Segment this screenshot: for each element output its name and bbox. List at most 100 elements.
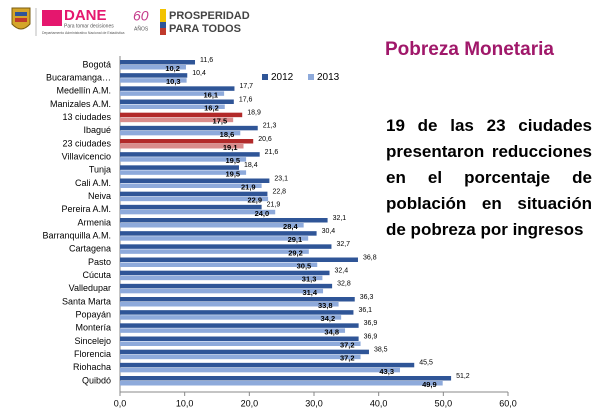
bar: [120, 249, 309, 254]
bar: [120, 209, 276, 215]
bar: [120, 223, 304, 228]
bar: [120, 310, 354, 315]
value-label: 19,1: [223, 143, 238, 152]
y-tick-label: Neiva: [88, 191, 111, 201]
value-label: 19,5: [225, 156, 240, 165]
bar: [120, 60, 196, 65]
bar: [120, 86, 235, 91]
value-label: 51,2: [456, 373, 470, 380]
legend-swatch: [308, 74, 314, 80]
value-label: 36,1: [358, 307, 372, 314]
value-label: 16,2: [204, 103, 219, 112]
bar: [120, 218, 328, 223]
value-label: 29,1: [288, 235, 303, 244]
value-label: 24,0: [255, 209, 270, 218]
value-label: 18,6: [220, 130, 235, 139]
bar: [120, 117, 234, 123]
slogan-line: PROSPERIDAD: [169, 10, 250, 22]
value-label: 21,3: [263, 123, 277, 130]
y-tick-label: 13 ciudades: [62, 112, 111, 122]
value-label: 16,1: [204, 90, 219, 99]
y-tick-label: Bucaramanga…: [46, 73, 111, 83]
bar: [120, 157, 247, 162]
logo-subtitle: Departamento Administrativo Nacional de …: [42, 31, 125, 35]
value-label: 36,9: [364, 333, 378, 340]
value-label: 28,4: [283, 222, 298, 231]
bar: [120, 257, 358, 262]
value-label: 34,2: [321, 314, 336, 323]
value-label: 37,2: [340, 354, 355, 363]
x-tick-label: 20,0: [241, 398, 259, 408]
y-tick-label: Montería: [75, 323, 111, 333]
value-label: 30,5: [297, 261, 312, 270]
bar: [120, 104, 225, 109]
bar: [120, 376, 452, 381]
anniversary: 60: [133, 8, 149, 24]
y-tick-label: Florencia: [74, 349, 111, 359]
bar: [120, 144, 244, 149]
bar: [120, 183, 262, 188]
value-label: 17,6: [239, 96, 253, 103]
bar: [120, 270, 330, 276]
y-tick-label: Bogotá: [82, 59, 111, 69]
value-label: 36,8: [363, 254, 377, 261]
legend-swatch: [262, 74, 268, 80]
bar: [120, 191, 268, 197]
bar: [120, 336, 359, 341]
bar: [120, 362, 415, 368]
bar: [120, 315, 342, 320]
value-label: 36,9: [364, 320, 378, 327]
bar: [120, 152, 260, 157]
y-tick-label: Cúcuta: [82, 270, 111, 280]
bar: [120, 262, 318, 267]
y-tick-label: Valledupar: [69, 283, 111, 293]
value-label: 17,5: [213, 117, 228, 126]
value-label: 32,8: [337, 281, 351, 288]
x-tick-label: 60,0: [499, 398, 517, 408]
value-label: 10,4: [192, 70, 206, 77]
value-label: 21,9: [241, 182, 256, 191]
bar: [120, 204, 262, 210]
bar: [120, 275, 323, 281]
slide-title: Pobreza Monetaria: [385, 39, 554, 60]
bar: [120, 283, 333, 289]
bar: [120, 170, 247, 175]
bar: [120, 91, 225, 96]
bar: [120, 78, 187, 83]
y-tick-label: Barranquilla A.M.: [42, 231, 111, 241]
y-tick-label: Popayán: [75, 310, 111, 320]
bar: [120, 302, 339, 307]
bar: [120, 231, 317, 236]
value-label: 10,3: [166, 77, 181, 86]
value-label: 33,8: [318, 301, 333, 310]
bar: [120, 323, 359, 328]
bar: [120, 112, 243, 118]
value-label: 22,9: [247, 196, 262, 205]
crest-band: [15, 18, 27, 22]
value-label: 32,4: [335, 268, 349, 275]
value-label: 20,6: [258, 136, 272, 143]
value-label: 10,2: [165, 64, 180, 73]
bar: [120, 297, 355, 302]
x-tick-label: 50,0: [435, 398, 453, 408]
bar: [120, 328, 346, 333]
y-tick-label: Tunja: [89, 165, 111, 175]
y-tick-label: Pereira A.M.: [61, 204, 111, 214]
y-tick-label: Cali A.M.: [75, 178, 111, 188]
y-tick-label: Ibagué: [83, 125, 111, 135]
value-label: 31,4: [302, 288, 317, 297]
bar: [120, 196, 269, 202]
value-label: 21,6: [265, 149, 279, 156]
bar: [120, 165, 239, 170]
value-label: 37,2: [340, 340, 355, 349]
x-tick-label: 10,0: [176, 398, 194, 408]
y-tick-label: Riohacha: [73, 362, 111, 372]
value-label: 32,7: [336, 241, 350, 248]
value-label: 29,2: [288, 248, 303, 257]
dane-mark: [42, 10, 62, 26]
y-tick-label: Medellín A.M.: [56, 86, 111, 96]
y-tick-label: Quibdó: [82, 375, 111, 385]
y-tick-label: Villavicencio: [62, 152, 111, 162]
value-label: 22,8: [272, 189, 286, 196]
